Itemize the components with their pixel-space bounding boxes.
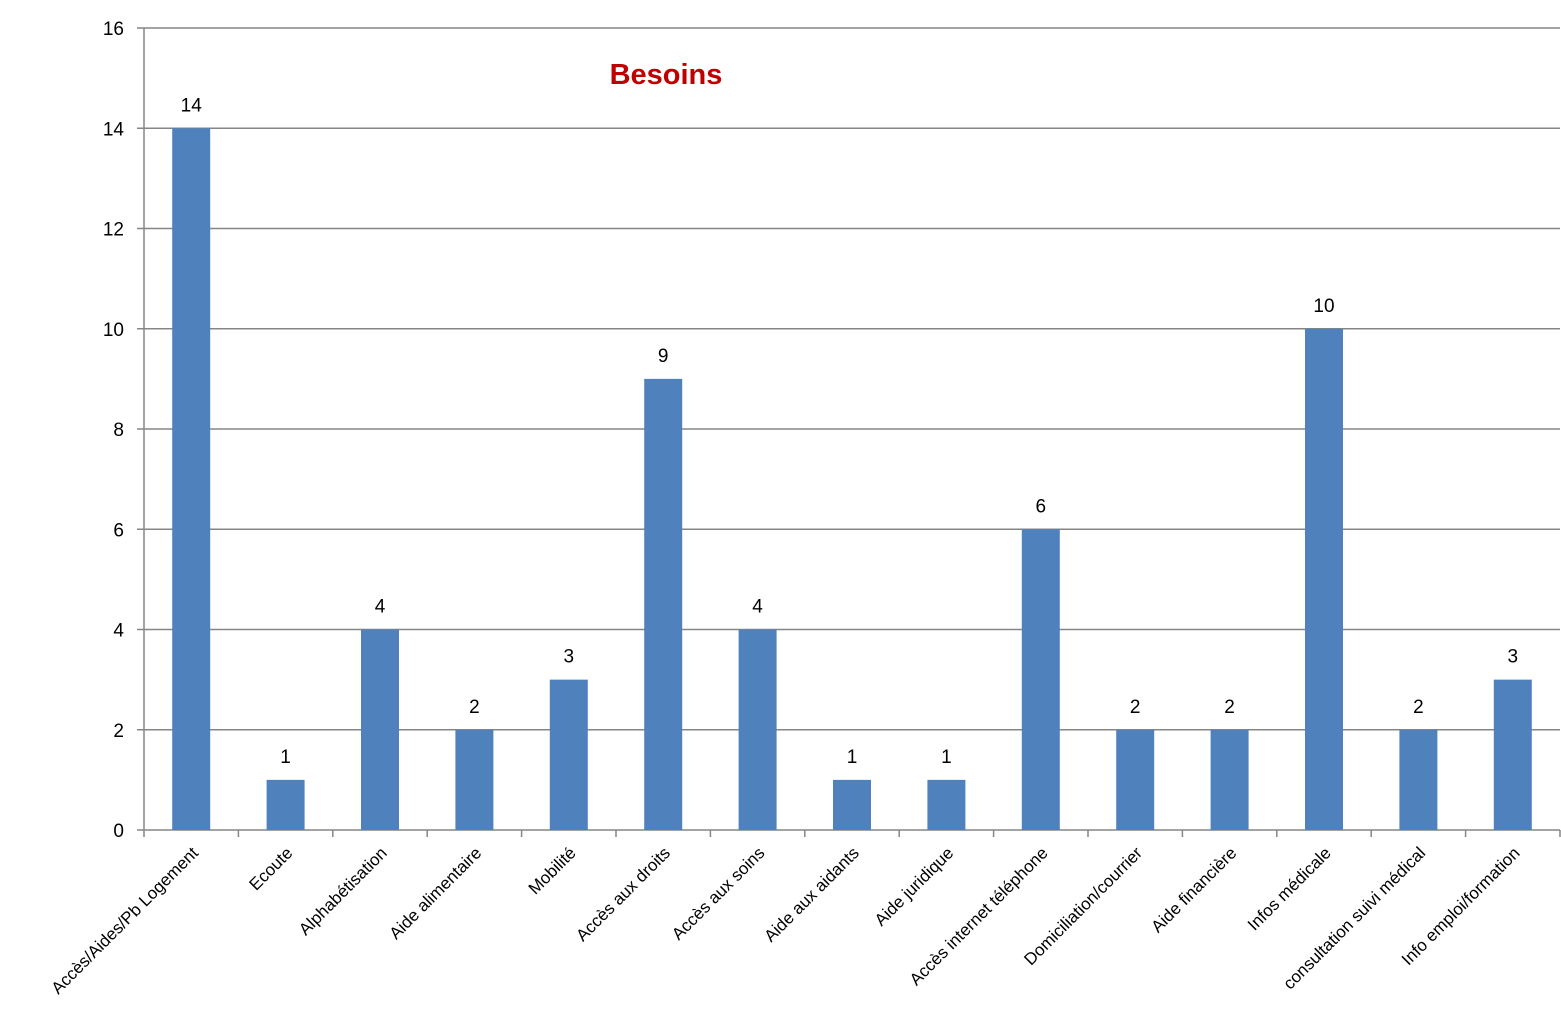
bar — [1399, 729, 1438, 830]
x-tick-label: Mobilité — [525, 843, 580, 898]
data-label: 1 — [941, 747, 952, 768]
bar — [455, 729, 494, 830]
x-tick-label: Accès aux soins — [668, 843, 768, 943]
x-tick-label: Aide aux aidants — [761, 843, 863, 945]
y-tick-label: 4 — [113, 621, 124, 642]
data-label: 3 — [1508, 647, 1519, 668]
bar — [1493, 679, 1532, 830]
bar — [361, 629, 399, 830]
data-label: 4 — [752, 597, 763, 618]
x-axis-ticks: Accès/Aides/Pb Logement EcouteAlphabétisa… — [48, 843, 1524, 998]
y-tick-label: 8 — [113, 420, 124, 441]
y-tick-label: 2 — [113, 721, 124, 742]
data-label: 1 — [847, 747, 858, 768]
data-label: 2 — [1130, 697, 1141, 718]
y-tick-label: 0 — [113, 821, 124, 842]
y-tick-label: 16 — [103, 19, 124, 40]
bar — [1210, 729, 1249, 830]
axes — [143, 28, 1561, 837]
data-label: 1 — [280, 747, 291, 768]
x-tick-label: Accès aux droits — [572, 843, 674, 945]
x-tick-label: Aide alimentaire — [386, 843, 486, 943]
data-label: 2 — [1413, 697, 1424, 718]
x-tick-label: Alphabétisation — [295, 843, 391, 939]
data-label: 3 — [564, 647, 575, 668]
bar — [833, 779, 871, 830]
bar — [927, 779, 966, 830]
data-label: 14 — [181, 95, 203, 116]
x-tick-label: Aide juridique — [871, 843, 957, 929]
bars — [172, 128, 1532, 830]
bar — [266, 779, 305, 830]
x-tick-label: Aide financière — [1147, 843, 1240, 936]
y-tick-label: 6 — [113, 520, 124, 541]
y-tick-label: 14 — [103, 119, 125, 140]
data-label: 9 — [658, 346, 669, 367]
x-tick-label: Infos médicale — [1244, 843, 1335, 934]
bar — [549, 679, 588, 830]
bar — [738, 629, 777, 830]
y-tick-label: 10 — [103, 320, 124, 341]
bar — [1021, 529, 1060, 830]
data-label: 2 — [469, 697, 480, 718]
y-axis-ticks: 0 2 4 6 8 10 12 14 16 — [103, 19, 144, 842]
y-tick-label: 12 — [103, 220, 124, 241]
data-label: 2 — [1224, 697, 1235, 718]
bar — [172, 128, 211, 830]
x-tick-label: Ecoute — [246, 843, 297, 894]
bar — [1305, 328, 1343, 830]
data-label: 10 — [1313, 296, 1334, 317]
gridlines — [144, 27, 1560, 731]
data-label: 4 — [375, 597, 386, 618]
bar — [644, 378, 683, 830]
x-tick-label: Accès/Aides/Pb Logement — [48, 843, 203, 998]
bar — [1116, 729, 1155, 830]
data-label: 6 — [1036, 496, 1047, 517]
chart-title: Besoins — [610, 59, 723, 91]
